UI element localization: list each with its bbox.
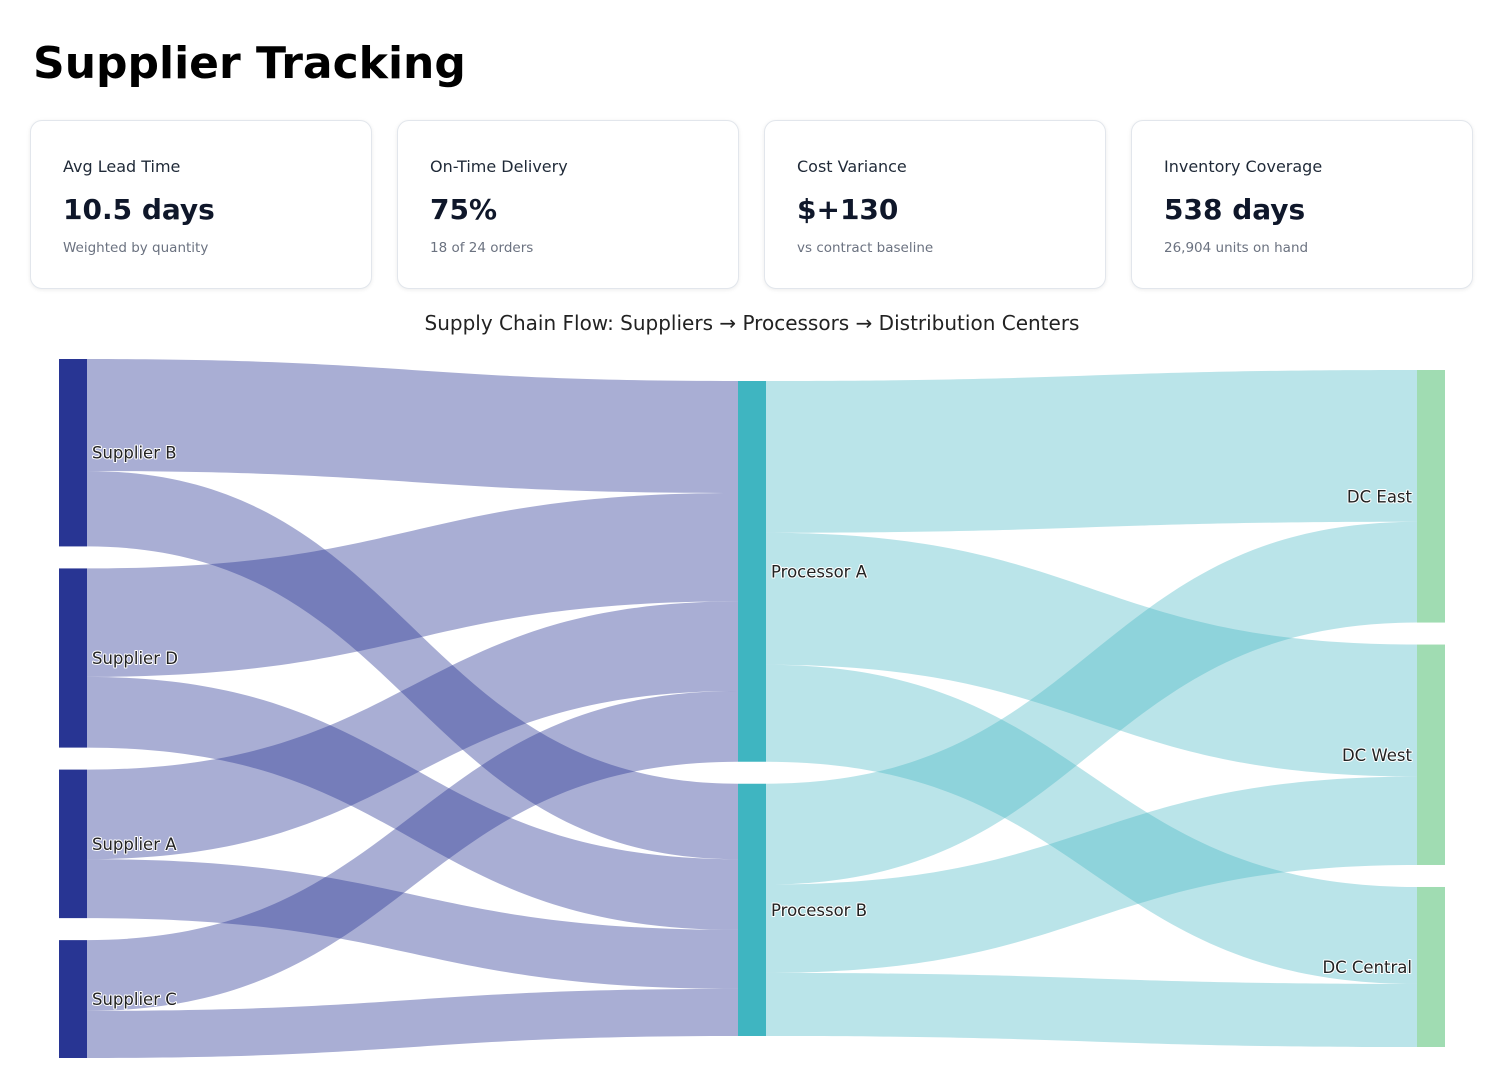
sankey-link-processor-b-to-dc-central[interactable] <box>766 972 1417 1047</box>
kpi-card-cost-variance: Cost Variance $+130 vs contract baseline <box>764 120 1106 289</box>
kpi-card-on-time-delivery: On-Time Delivery 75% 18 of 24 orders <box>397 120 739 289</box>
chart-title: Supply Chain Flow: Suppliers → Processor… <box>425 311 1080 335</box>
sankey-link-supplier-b-to-processor-b[interactable] <box>87 470 738 860</box>
sankey-link-processor-a-to-dc-central[interactable] <box>766 664 1417 984</box>
sankey-node-processor-b[interactable] <box>738 783 766 1036</box>
kpi-card-avg-lead-time: Avg Lead Time 10.5 days Weighted by quan… <box>30 120 372 289</box>
sankey-node-dc-east[interactable] <box>1417 370 1445 623</box>
kpi-label: Cost Variance <box>797 157 907 176</box>
kpi-value: 538 days <box>1164 193 1306 226</box>
sankey-node-label: Supplier A <box>92 835 177 854</box>
sankey-node-supplier-d[interactable] <box>59 568 87 748</box>
kpi-value: 75% <box>430 193 498 226</box>
sankey-node-supplier-c[interactable] <box>59 940 87 1058</box>
sankey-link-processor-b-to-dc-east[interactable] <box>766 521 1417 885</box>
kpi-label: Avg Lead Time <box>63 157 181 176</box>
sankey-node-label: Processor B <box>771 901 867 920</box>
sankey-node-processor-a[interactable] <box>738 381 766 762</box>
sankey-node-supplier-a[interactable] <box>59 769 87 919</box>
kpi-subtext: Weighted by quantity <box>63 240 209 256</box>
sankey-link-processor-b-to-dc-west[interactable] <box>766 776 1417 973</box>
sankey-link-supplier-b-to-processor-a[interactable] <box>87 359 738 493</box>
sankey-link-supplier-c-to-processor-b[interactable] <box>87 988 738 1058</box>
sankey-link-processor-a-to-dc-east[interactable] <box>766 370 1417 533</box>
sankey-link-supplier-a-to-processor-a[interactable] <box>87 601 738 860</box>
kpi-value: 10.5 days <box>63 193 215 226</box>
sankey-node-label: Supplier D <box>92 649 178 668</box>
kpi-value: $+130 <box>797 193 899 226</box>
sankey-labels: Supplier B Supplier D Supplier A Supplier C… <box>91 443 1414 1010</box>
sankey-node-label: DC East <box>1347 487 1413 506</box>
sankey-link-supplier-d-to-processor-b[interactable] <box>87 676 738 930</box>
sankey-node-label: DC Central <box>1322 958 1412 977</box>
sankey-links <box>87 359 1417 1058</box>
sankey-node-label: DC West <box>1342 746 1413 765</box>
sankey-chart: Supply Chain Flow: Suppliers → Processor… <box>59 311 1445 1058</box>
kpi-subtext: 26,904 units on hand <box>1164 240 1309 256</box>
sankey-node-dc-central[interactable] <box>1417 886 1445 1047</box>
sankey-node-label: Supplier C <box>92 990 177 1009</box>
kpi-label: On-Time Delivery <box>430 157 568 176</box>
sankey-node-dc-west[interactable] <box>1417 644 1445 865</box>
sankey-node-label: Processor A <box>771 562 868 581</box>
sankey-node-label: Supplier B <box>92 444 177 463</box>
sankey-link-supplier-c-to-processor-a[interactable] <box>87 691 738 1011</box>
sankey-link-supplier-d-to-processor-a[interactable] <box>87 492 738 677</box>
kpi-subtext: vs contract baseline <box>797 240 934 256</box>
kpi-card-inventory-coverage: Inventory Coverage 538 days 26,904 units… <box>1131 120 1473 289</box>
kpi-cards: Avg Lead Time 10.5 days Weighted by quan… <box>30 120 1474 291</box>
kpi-subtext: 18 of 24 orders <box>430 240 534 256</box>
sankey-link-supplier-a-to-processor-b[interactable] <box>87 859 738 989</box>
page-title: Supplier Tracking <box>33 38 466 89</box>
sankey-node-supplier-b[interactable] <box>59 359 87 547</box>
sankey-nodes <box>59 359 1445 1058</box>
sankey-link-processor-a-to-dc-west[interactable] <box>766 532 1417 777</box>
kpi-label: Inventory Coverage <box>1164 157 1323 176</box>
